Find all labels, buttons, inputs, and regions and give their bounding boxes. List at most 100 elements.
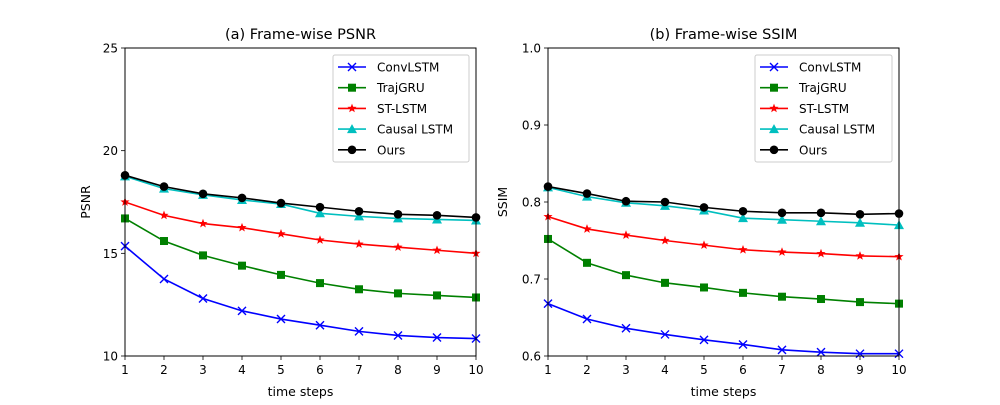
data-point-st-lstm [855,251,865,260]
data-point-convlstm [699,335,709,345]
data-point-st-lstm [777,247,787,256]
legend-marker-st-lstm [769,103,779,113]
data-point-causal-lstm [816,216,826,226]
data-point-convlstm [159,274,169,284]
data-point-ours [816,208,826,218]
x-tick-label: 1 [544,363,552,377]
legend-box [332,54,470,163]
series-st-lstm [120,197,481,258]
data-point-st-lstm [582,224,592,233]
series-ours [543,182,904,219]
x-tick-label: 5 [700,363,708,377]
data-point-st-lstm [432,245,442,255]
series-line-trajgru [547,238,900,305]
chart-title: (b) Frame-wise SSIM [650,27,798,43]
data-point-convlstm [621,323,631,333]
legend-box [754,54,893,163]
data-point-trajgru [817,295,825,304]
legend-marker-trajgru [770,83,778,92]
data-point-trajgru [778,292,786,301]
chart-panel-2: (b) Frame-wise SSIM 1 2 3 4 5 6 7 8 9 10 0.6 0.7 0.8 0… [495,27,907,399]
chart-title: (a) Frame-wise PSNR [225,27,376,43]
data-point-trajgru [394,289,402,298]
data-point-trajgru [739,288,747,297]
x-tick-label: 6 [739,363,747,377]
legend-label-trajgru: TrajGRU [798,81,847,95]
data-point-st-lstm [816,248,826,258]
data-point-causal-lstm [315,208,325,218]
data-point-trajgru [238,261,246,270]
chart-panel-1: (a) Frame-wise PSNR 1 2 3 4 5 6 7 8 9 10 10 15 20 25 ti… [78,27,484,399]
data-point-st-lstm [660,235,670,245]
data-point-ours [660,197,670,207]
series-line-ours [124,174,477,219]
data-point-trajgru [583,258,591,267]
x-tick-label: 4 [661,363,669,377]
data-point-ours [738,206,748,216]
data-point-st-lstm [159,210,169,220]
legend: ConvLSTM TrajGRU ST-LSTM Causal LSTM Ours [754,54,893,163]
x-tick-label: 2 [160,363,168,377]
x-tick-label: 8 [394,363,402,377]
y-axis-label: SSIM [495,187,510,217]
y-tick-label: 0.8 [522,196,541,210]
data-point-causal-lstm [738,213,748,223]
data-point-trajgru [277,270,285,279]
data-point-convlstm [237,306,247,316]
legend-label-st-lstm: ST-LSTM [799,102,849,116]
plot-frame [547,47,900,357]
legend-label-causal-lstm: Causal LSTM [377,123,453,137]
x-tick-label: 9 [433,363,441,377]
x-tick-label: 3 [199,363,207,377]
y-tick-label: 10 [103,350,118,364]
y-axis-label: PSNR [78,185,93,219]
series-causal-lstm [120,171,481,225]
legend-marker-st-lstm [347,103,357,113]
x-tick-label: 7 [778,363,786,377]
data-point-causal-lstm [777,214,787,224]
data-point-convlstm [432,333,442,343]
series-line-causal-lstm [547,186,900,226]
data-point-causal-lstm [354,211,364,221]
data-point-ours [582,189,592,198]
data-point-convlstm [777,345,787,355]
data-point-ours [354,206,364,216]
data-point-st-lstm [354,239,364,248]
data-point-st-lstm [621,230,631,239]
series-line-convlstm [124,245,477,340]
x-axis-label: time steps [691,384,757,399]
data-point-convlstm [816,347,826,357]
series-line-ours [547,185,900,216]
legend-label-causal-lstm: Causal LSTM [799,123,875,137]
legend-marker-causal-lstm [347,124,357,134]
legend-marker-trajgru [348,83,356,92]
legend-marker-causal-lstm [769,124,779,134]
x-tick-label: 9 [856,363,864,377]
data-point-ours [393,210,403,219]
legend-label-convlstm: ConvLSTM [377,61,439,75]
series-line-causal-lstm [124,175,477,222]
x-tick-label: 2 [583,363,591,377]
series-line-trajgru [124,217,477,299]
data-point-trajgru [316,279,324,288]
series-trajgru [121,214,480,302]
series-causal-lstm [543,182,904,230]
data-point-convlstm [198,294,208,304]
data-point-convlstm [738,339,748,349]
series-line-st-lstm [124,201,477,255]
legend-label-convlstm: ConvLSTM [799,61,861,75]
data-point-trajgru [622,271,630,280]
data-point-trajgru [160,237,168,246]
x-axis-label: time steps [268,384,334,399]
data-point-ours [276,198,286,208]
legend-marker-ours [769,145,779,155]
data-point-ours [159,182,169,191]
x-tick-label: 6 [316,363,324,377]
y-tick-label: 0.6 [522,350,541,364]
data-point-ours [315,202,325,212]
data-point-ours [777,208,787,218]
data-point-ours [621,196,631,206]
data-point-convlstm [276,314,286,324]
